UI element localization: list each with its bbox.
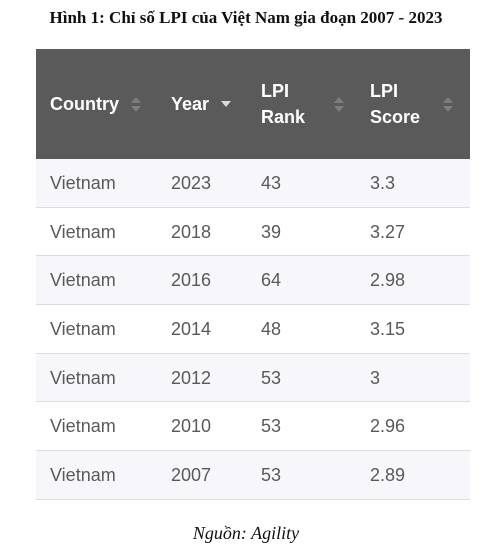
table-row: Vietnam 2007 53 2.89 xyxy=(36,451,470,500)
sort-ascending-icon xyxy=(334,96,344,103)
cell-country: Vietnam xyxy=(50,367,116,388)
table-header: Country Year LPI Rank LPI Score xyxy=(36,49,470,159)
column-header-year[interactable]: Year xyxy=(171,49,261,159)
source-note: Nguồn: Agility xyxy=(192,523,300,543)
sort-ascending-icon xyxy=(443,96,453,103)
cell-lpi-score: 3.3 xyxy=(370,173,396,193)
column-header-label: Country xyxy=(50,94,119,114)
figure-caption: Hình 1: Chỉ số LPI của Việt Nam gia đoạn… xyxy=(49,8,443,27)
sort-descending-icon xyxy=(334,105,344,112)
cell-lpi-rank: 43 xyxy=(261,173,282,193)
sort-descending-icon xyxy=(131,105,141,112)
cell-lpi-rank: 48 xyxy=(261,319,282,340)
table-row: Vietnam 2010 53 2.96 xyxy=(36,402,470,452)
cell-lpi-score: 3 xyxy=(370,367,381,388)
cell-lpi-rank: 53 xyxy=(261,367,282,388)
cell-lpi-rank: 53 xyxy=(261,416,282,437)
cell-lpi-score: 2.98 xyxy=(370,270,406,291)
cell-lpi-rank: 39 xyxy=(261,221,282,242)
sort-ascending-icon xyxy=(131,96,141,103)
column-header-line: LPI xyxy=(370,81,399,101)
column-header-line: LPI xyxy=(261,81,290,101)
cell-year: 2014 xyxy=(171,319,212,340)
cell-year: 2018 xyxy=(171,221,212,242)
cell-country: Vietnam xyxy=(50,465,116,486)
cell-year: 2012 xyxy=(171,367,212,388)
column-header-lpi-score[interactable]: LPI Score xyxy=(370,49,470,159)
cell-year: 2010 xyxy=(171,416,212,437)
cell-country: Vietnam xyxy=(50,173,116,193)
cell-country: Vietnam xyxy=(50,270,116,291)
cell-country: Vietnam xyxy=(50,416,116,437)
table-row: Vietnam 2016 64 2.98 xyxy=(36,256,470,306)
table-row: Vietnam 2012 53 3 xyxy=(36,353,470,403)
cell-year: 2016 xyxy=(171,270,212,291)
column-header-country[interactable]: Country xyxy=(50,49,160,159)
cell-country: Vietnam xyxy=(50,319,116,340)
column-header-line: Score xyxy=(370,107,421,127)
cell-lpi-rank: 64 xyxy=(261,270,282,291)
column-header-lpi-rank[interactable]: LPI Rank xyxy=(261,49,371,159)
cell-year: 2023 xyxy=(171,173,212,193)
cell-year: 2007 xyxy=(171,465,212,486)
column-header-label: Year xyxy=(171,94,210,114)
cell-country: Vietnam xyxy=(50,221,116,242)
sort-icon[interactable] xyxy=(221,49,231,159)
lpi-table: Country Year LPI Rank LPI Score xyxy=(36,49,470,500)
table-row: Vietnam 2018 39 3.27 xyxy=(36,207,470,257)
cell-lpi-score: 3.15 xyxy=(370,319,406,340)
cell-lpi-score: 2.89 xyxy=(370,465,406,486)
table-row: Vietnam 2023 43 3.3 xyxy=(36,159,470,208)
table-body: Vietnam 2023 43 3.3 Vietnam 2018 39 3.27… xyxy=(36,159,470,500)
column-header-line: Rank xyxy=(261,107,306,127)
sort-icon[interactable] xyxy=(443,49,453,159)
table-row: Vietnam 2014 48 3.15 xyxy=(36,305,470,354)
sort-icon[interactable] xyxy=(334,49,344,159)
cell-lpi-score: 3.27 xyxy=(370,221,406,242)
sort-icon[interactable] xyxy=(131,49,141,159)
cell-lpi-score: 2.96 xyxy=(370,416,406,437)
column-header-label: LPI Rank xyxy=(261,78,305,130)
cell-lpi-rank: 53 xyxy=(261,465,282,486)
sort-descending-active-icon xyxy=(221,101,231,107)
sort-descending-icon xyxy=(443,105,453,112)
column-header-label: LPI Score xyxy=(370,78,420,130)
